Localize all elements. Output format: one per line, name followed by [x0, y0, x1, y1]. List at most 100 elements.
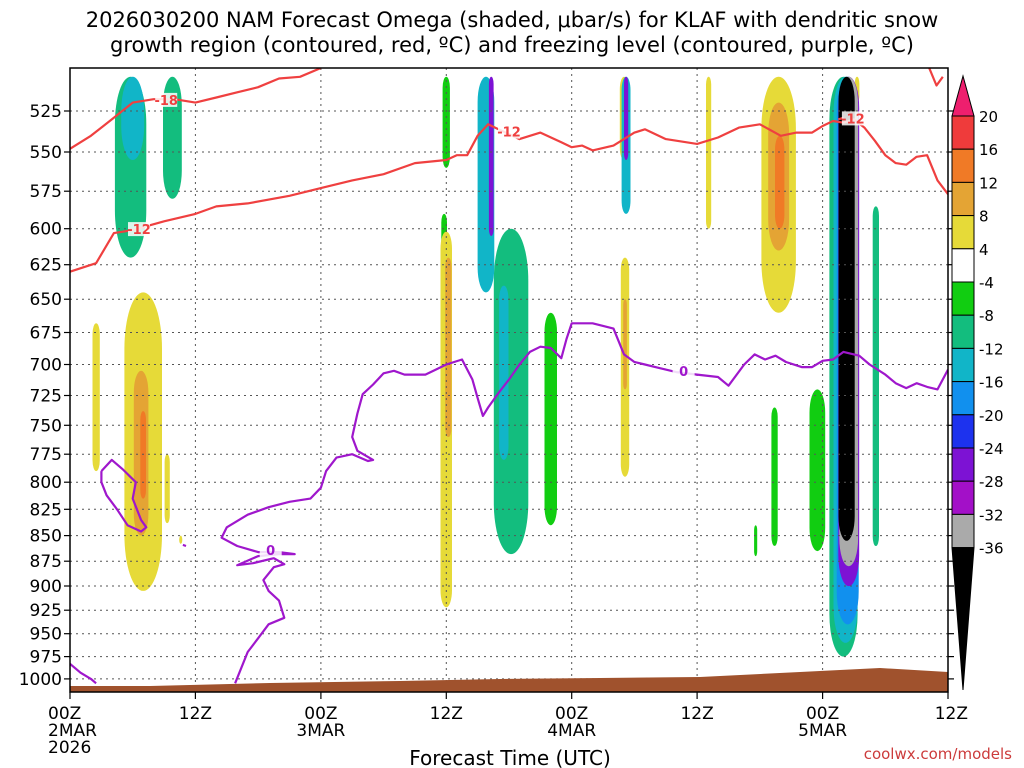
plot-frame — [69, 67, 949, 693]
omega-cell — [872, 206, 879, 546]
contour-line — [70, 68, 322, 150]
omega-cell — [809, 389, 826, 552]
colorbar-segment — [951, 414, 975, 449]
colorbar-label: -24 — [979, 440, 1004, 458]
y-tick-label: 850 — [30, 527, 62, 547]
colorbar-label: -32 — [979, 506, 1004, 524]
colorbar-label: 8 — [979, 208, 989, 226]
contour-label-bg — [128, 222, 150, 237]
x-tick-sublabel: 2MAR — [48, 721, 97, 741]
colorbar-label: -4 — [979, 274, 994, 292]
x-tick-sublabel: 5MAR — [798, 721, 847, 741]
x-tick-label: 12Z — [179, 704, 212, 724]
colorbar-segment — [951, 381, 975, 416]
y-tick-label: 650 — [30, 290, 62, 310]
colorbar-segment — [951, 248, 975, 283]
plot-area: -18 -12 -12 -12 0 0 — [70, 68, 948, 692]
colorbar-segment — [951, 148, 975, 183]
contour-label: 0 — [266, 544, 275, 559]
y-tick-label: 550 — [30, 143, 62, 163]
y-tick-label: 625 — [30, 256, 62, 276]
omega-cell — [121, 76, 145, 160]
contour-line — [928, 68, 944, 87]
colorbar-arrow-top — [951, 74, 975, 117]
y-tick-label: 975 — [30, 648, 62, 668]
y-tick-label: 675 — [30, 324, 62, 344]
omega-cell — [488, 76, 494, 236]
colorbar-segment — [951, 447, 975, 482]
omega-cell — [92, 323, 100, 472]
omega-cell — [754, 525, 758, 557]
y-tick-label: 825 — [30, 500, 62, 520]
y-tick-label: 600 — [30, 220, 62, 240]
y-tick-label: 700 — [30, 356, 62, 376]
colorbar-label: -20 — [979, 407, 1004, 425]
y-tick-label: 950 — [30, 625, 62, 645]
contour-label: 0 — [679, 365, 688, 380]
gridlines — [70, 68, 948, 692]
omega-cell — [624, 76, 629, 160]
colorbar-label: 16 — [979, 141, 998, 159]
x-tick-label: 00Z — [48, 704, 81, 724]
x-tick-sublabel: 3MAR — [296, 721, 345, 741]
contour-line — [70, 118, 948, 273]
y-axis: 525 550 575 600 625 650 675 700 725 750 775 800 825 8… — [19, 102, 954, 690]
x-tick-year: 2026 — [48, 738, 91, 758]
y-tick-label: 900 — [30, 577, 62, 597]
x-tick-label: 00Z — [304, 704, 337, 724]
omega-cell — [775, 135, 785, 229]
contours: -18 -12 -12 -12 0 0 — [70, 68, 948, 685]
colorbar-segment — [951, 181, 975, 217]
colorbar-segment — [951, 513, 975, 549]
colorbar-segment — [951, 115, 975, 150]
omega-cell — [179, 535, 183, 544]
omega-cell — [140, 411, 146, 499]
omega-cell — [838, 76, 855, 541]
x-tick-label: 12Z — [680, 704, 713, 724]
omega-shading — [92, 76, 879, 657]
contour-label-bg — [841, 111, 864, 126]
y-tick-label: 800 — [30, 473, 62, 493]
chart-title-line2: growth region (contoured, red, ºC) and f… — [110, 33, 914, 57]
contour-label: -12 — [127, 223, 151, 238]
colorbar: 20 16 12 8 4 -4 -8 -12 -16 -20 -24 -28 -32 -36 — [951, 74, 1004, 691]
colorbar-segment — [951, 281, 975, 316]
omega-cell — [771, 407, 778, 546]
colorbar-label: -36 — [979, 540, 1004, 558]
colorbar-arrow-bottom — [951, 547, 975, 691]
y-tick-label: 750 — [30, 416, 62, 436]
colorbar-label: -8 — [979, 307, 994, 325]
contour-line — [182, 543, 187, 548]
x-tick-label: 00Z — [555, 704, 588, 724]
colorbar-segment — [951, 480, 975, 515]
colorbar-label: -28 — [979, 473, 1004, 491]
omega-cell — [499, 285, 509, 460]
omega-cell — [164, 454, 170, 524]
colorbar-label: 4 — [979, 241, 989, 259]
x-tick-label: 00Z — [806, 704, 839, 724]
colorbar-segment — [951, 215, 975, 250]
credit-text: coolwx.com/models — [864, 745, 1012, 763]
omega-cell — [623, 299, 627, 390]
y-tick-label: 725 — [30, 387, 62, 407]
y-tick-label: 925 — [30, 601, 62, 621]
x-tick-sublabel: 4MAR — [547, 721, 596, 741]
y-tick-label: 575 — [30, 182, 62, 202]
colorbar-label: -12 — [979, 340, 1004, 358]
terrain-ground — [70, 668, 948, 692]
contour-label-bg — [259, 543, 282, 558]
omega-cell — [163, 76, 182, 199]
colorbar-label: 20 — [979, 108, 998, 126]
y-tick-label: 1000 — [19, 670, 62, 690]
colorbar-label: -16 — [979, 374, 1004, 392]
contour-label-bg — [498, 124, 520, 139]
y-tick-label: 775 — [30, 445, 62, 465]
chart-title-line1: 2026030200 NAM Forecast Omega (shaded, μ… — [86, 8, 939, 32]
omega-cell — [706, 76, 712, 229]
y-tick-label: 875 — [30, 552, 62, 572]
contour-line — [100, 458, 148, 533]
y-tick-label: 525 — [30, 102, 62, 122]
x-tick-label: 12Z — [935, 704, 968, 724]
